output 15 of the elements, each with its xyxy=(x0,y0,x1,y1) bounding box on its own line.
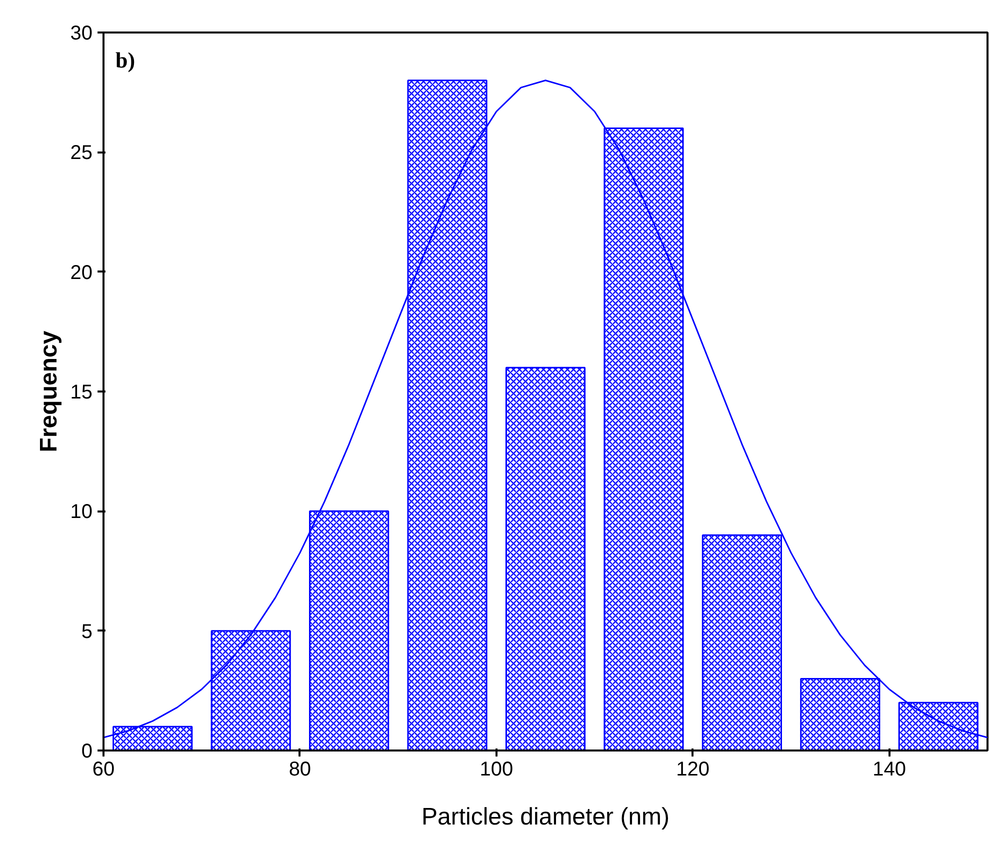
x-axis-title: Particles diameter (nm) xyxy=(421,804,670,830)
x-tick-label: 100 xyxy=(480,758,514,780)
y-tick-label: 15 xyxy=(70,382,93,404)
y-tick-label: 5 xyxy=(81,620,92,643)
y-tick-label: 30 xyxy=(70,22,93,44)
annotation: b) xyxy=(116,48,136,72)
x-tick-label: 80 xyxy=(288,758,312,780)
x-tick-label: 140 xyxy=(872,758,906,780)
y-tick-label: 10 xyxy=(70,501,93,524)
x-tick-label: 60 xyxy=(92,758,115,780)
y-tick-label: 20 xyxy=(70,262,93,284)
y-tick-label: 0 xyxy=(81,740,92,762)
x-tick-label: 120 xyxy=(676,758,710,780)
y-axis-title: Frequency xyxy=(35,330,62,452)
y-tick-label: 25 xyxy=(70,142,93,164)
